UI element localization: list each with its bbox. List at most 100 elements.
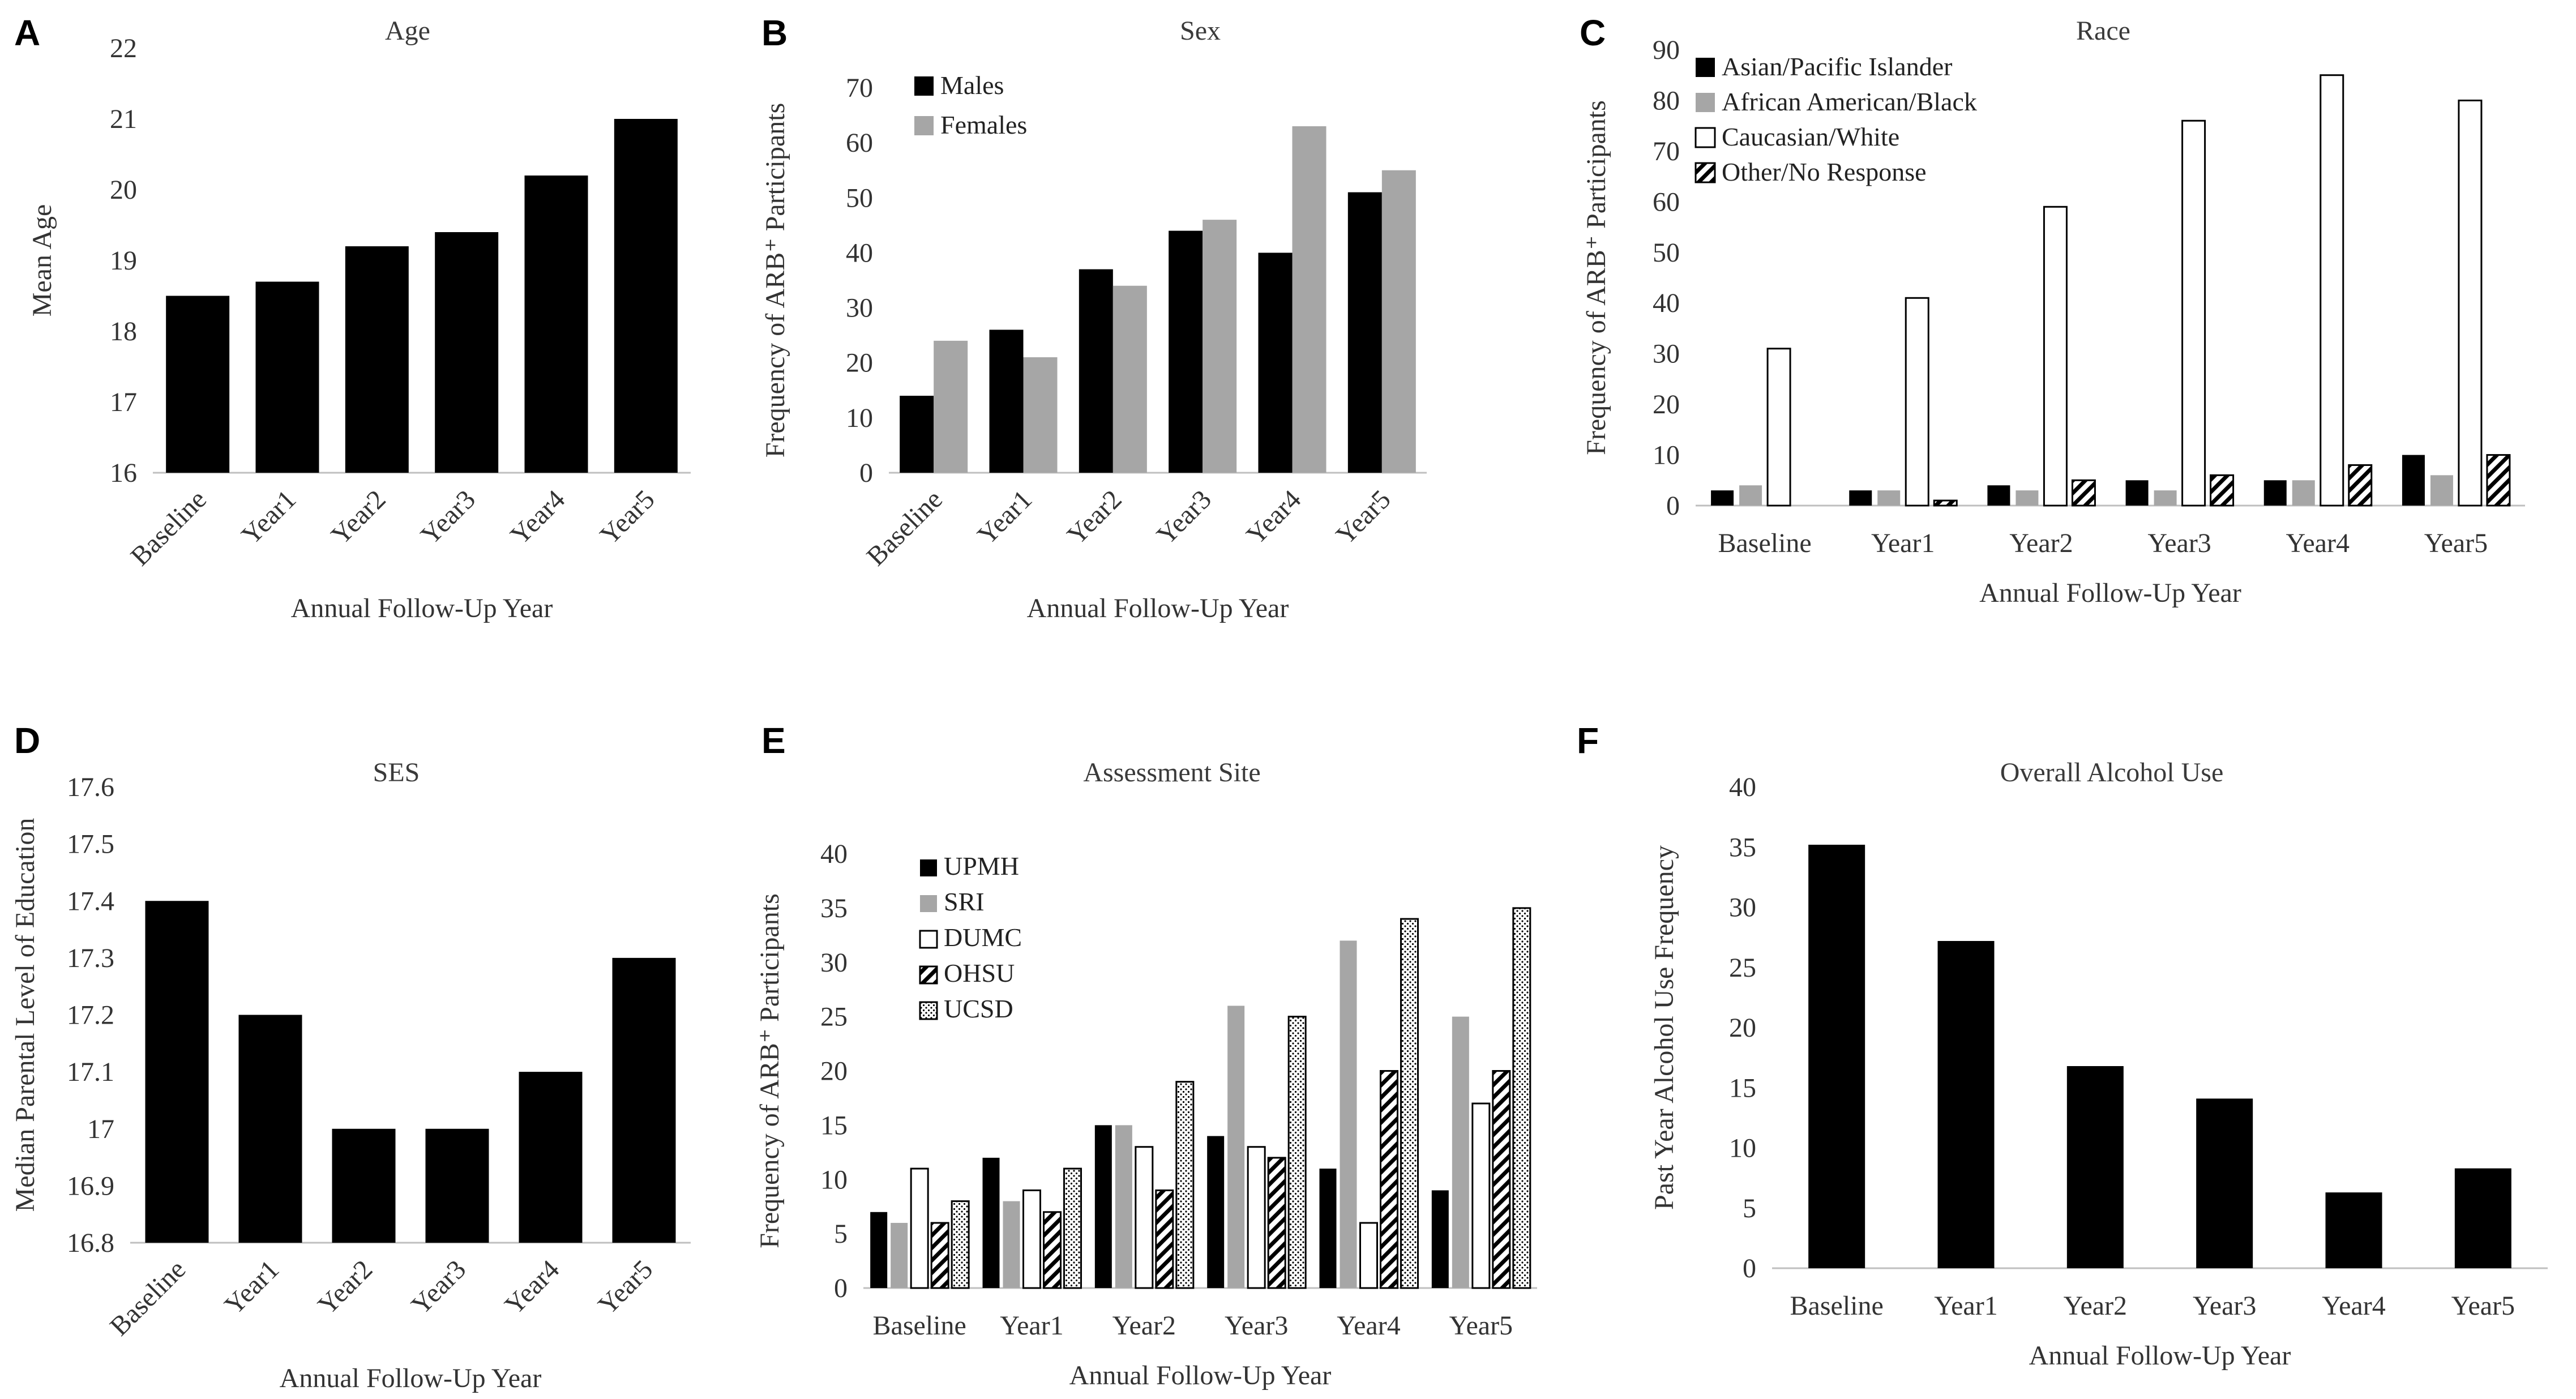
y-tick-label: 0 bbox=[1666, 491, 1680, 521]
y-tick-label: 10 bbox=[846, 403, 873, 433]
y-tick-label: 25 bbox=[1729, 953, 1756, 983]
bar-other-no-response-year3 bbox=[2210, 474, 2235, 507]
y-tick-label: 17.5 bbox=[67, 829, 114, 859]
y-tick-label: 0 bbox=[859, 458, 873, 488]
panel-letter: B bbox=[761, 12, 788, 53]
panel-letter: C bbox=[1580, 12, 1606, 53]
y-tick-label: 40 bbox=[1729, 772, 1756, 802]
bar-dumc-year5 bbox=[1471, 1102, 1491, 1289]
y-axis-label: Frequency of ARB⁺ Participants bbox=[760, 103, 790, 458]
chart-panel-d: D SES 16.8 16.9 17 17.1 17.2 17.3 17.4 17.5 17.6 Me… bbox=[10, 720, 691, 1393]
y-tick-label: 20 bbox=[1729, 1013, 1756, 1043]
x-tick-label: Year2 bbox=[1062, 484, 1128, 550]
legend-swatch bbox=[1696, 58, 1715, 77]
y-tick-label: 19 bbox=[110, 246, 137, 276]
chart-panel-a: A Age 16 17 18 19 20 21 22 Mean Age Baseline Year1 Y… bbox=[14, 12, 691, 623]
bar-females-year3 bbox=[1203, 220, 1237, 473]
bar-mean-age-year5 bbox=[614, 119, 678, 473]
y-axis-label: Median Parental Level of Education bbox=[10, 818, 40, 1212]
y-axis-label: Mean Age bbox=[27, 204, 57, 317]
bar-upmh-baseline bbox=[870, 1212, 888, 1288]
legend-label: Asian/Pacific Islander bbox=[1722, 52, 1952, 81]
legend-swatch bbox=[919, 930, 938, 949]
bar-males-year5 bbox=[1347, 192, 1382, 473]
y-tick-label: 16 bbox=[110, 458, 137, 488]
y-tick-label: 30 bbox=[820, 948, 848, 978]
x-tick-label: Year2 bbox=[312, 1254, 378, 1320]
x-tick-label: Year2 bbox=[326, 484, 392, 550]
y-tick-label: 17.4 bbox=[67, 886, 114, 916]
legend-label: DUMC bbox=[944, 923, 1022, 952]
chart-panel-b: B Sex 0 10 20 30 40 50 60 70 Frequency of ARB⁺ Par… bbox=[760, 12, 1427, 623]
y-tick-label: 17 bbox=[87, 1114, 114, 1144]
legend-label: UCSD bbox=[944, 994, 1013, 1023]
chart-title: Sex bbox=[1180, 16, 1221, 46]
bar-caucasian-white-year4 bbox=[2320, 74, 2344, 507]
panel-letter: A bbox=[14, 12, 40, 53]
panel-letter: D bbox=[14, 720, 40, 761]
x-tick-label: Year3 bbox=[2193, 1291, 2256, 1321]
x-tick-label: Year2 bbox=[2009, 528, 2073, 558]
y-tick-label: 18 bbox=[110, 316, 137, 346]
y-tick-label: 20 bbox=[846, 348, 873, 378]
bar-ohsu-year1 bbox=[1043, 1211, 1062, 1289]
y-tick-label: 22 bbox=[110, 33, 137, 63]
bar-dumc-year1 bbox=[1022, 1189, 1041, 1289]
x-tick-label: Year5 bbox=[594, 484, 661, 550]
x-tick-label: Year2 bbox=[2064, 1291, 2127, 1321]
bar-sri-year5 bbox=[1452, 1016, 1469, 1288]
y-tick-label: 5 bbox=[1743, 1193, 1756, 1223]
x-tick-label: Year5 bbox=[1330, 484, 1397, 550]
y-tick-label: 17.6 bbox=[67, 772, 114, 802]
bar-sri-year4 bbox=[1340, 940, 1357, 1288]
y-axis-label: Frequency of ARB⁺ Participants bbox=[1581, 100, 1611, 455]
bar-mean-age-year2 bbox=[345, 246, 409, 473]
legend-label: Males bbox=[940, 71, 1004, 100]
bar-mean-age-year3 bbox=[435, 232, 499, 473]
legend-swatch bbox=[919, 965, 938, 985]
y-tick-label: 10 bbox=[820, 1165, 848, 1195]
y-tick-label: 60 bbox=[1653, 187, 1680, 217]
y-tick-label: 35 bbox=[1729, 832, 1756, 862]
y-tick-label: 0 bbox=[1743, 1253, 1756, 1284]
y-tick-label: 35 bbox=[820, 893, 848, 923]
bar-ohsu-year2 bbox=[1155, 1189, 1174, 1289]
bar-median-parental-level-of-education-year3 bbox=[425, 1128, 489, 1243]
bar-upmh-year5 bbox=[1431, 1190, 1449, 1288]
x-axis-label: Annual Follow-Up Year bbox=[2029, 1341, 2291, 1371]
bar-caucasian-white-year1 bbox=[1905, 297, 1929, 507]
x-tick-label: Year1 bbox=[236, 484, 302, 550]
bar-past-year-alcohol-use-frequency-baseline bbox=[1808, 845, 1865, 1268]
x-tick-label: Year5 bbox=[1449, 1311, 1513, 1341]
chart-title: SES bbox=[373, 758, 420, 788]
bar-african-american-black-year4 bbox=[2292, 480, 2315, 506]
bar-asian-pacific-islander-year1 bbox=[1849, 490, 1872, 506]
bar-upmh-year3 bbox=[1207, 1136, 1225, 1288]
bar-median-parental-level-of-education-year4 bbox=[519, 1072, 583, 1243]
bar-african-american-black-year5 bbox=[2430, 475, 2453, 506]
bar-ucsd-baseline bbox=[951, 1200, 970, 1289]
legend-swatch bbox=[1696, 93, 1715, 112]
y-tick-label: 30 bbox=[846, 293, 873, 323]
chart-panel-c: C Race 0 10 20 30 40 50 60 70 80 90 Frequency of ARB… bbox=[1580, 12, 2525, 608]
bar-sri-year1 bbox=[1003, 1201, 1020, 1288]
bar-median-parental-level-of-education-year1 bbox=[238, 1015, 302, 1243]
y-axis-label: Past Year Alcohol Use Frequency bbox=[1649, 845, 1679, 1210]
x-tick-label: Baseline bbox=[1790, 1291, 1884, 1321]
x-tick-label: Year4 bbox=[504, 484, 571, 550]
bar-caucasian-white-baseline bbox=[1766, 348, 1791, 507]
bar-african-american-black-year2 bbox=[2016, 490, 2039, 506]
y-tick-label: 30 bbox=[1729, 893, 1756, 923]
y-tick-label: 70 bbox=[1653, 136, 1680, 166]
x-axis-label: Annual Follow-Up Year bbox=[1979, 578, 2241, 608]
bar-ohsu-year4 bbox=[1380, 1070, 1398, 1289]
x-tick-label: Baseline bbox=[861, 484, 948, 571]
bar-asian-pacific-islander-year5 bbox=[2402, 455, 2425, 506]
bar-ucsd-year4 bbox=[1400, 918, 1419, 1289]
bar-past-year-alcohol-use-frequency-year2 bbox=[2066, 1066, 2124, 1268]
x-tick-label: Year1 bbox=[972, 484, 1038, 550]
bar-median-parental-level-of-education-baseline bbox=[145, 901, 209, 1243]
y-tick-label: 16.9 bbox=[67, 1171, 114, 1201]
y-tick-label: 30 bbox=[1653, 339, 1680, 369]
chart-title: Assessment Site bbox=[1083, 758, 1260, 788]
